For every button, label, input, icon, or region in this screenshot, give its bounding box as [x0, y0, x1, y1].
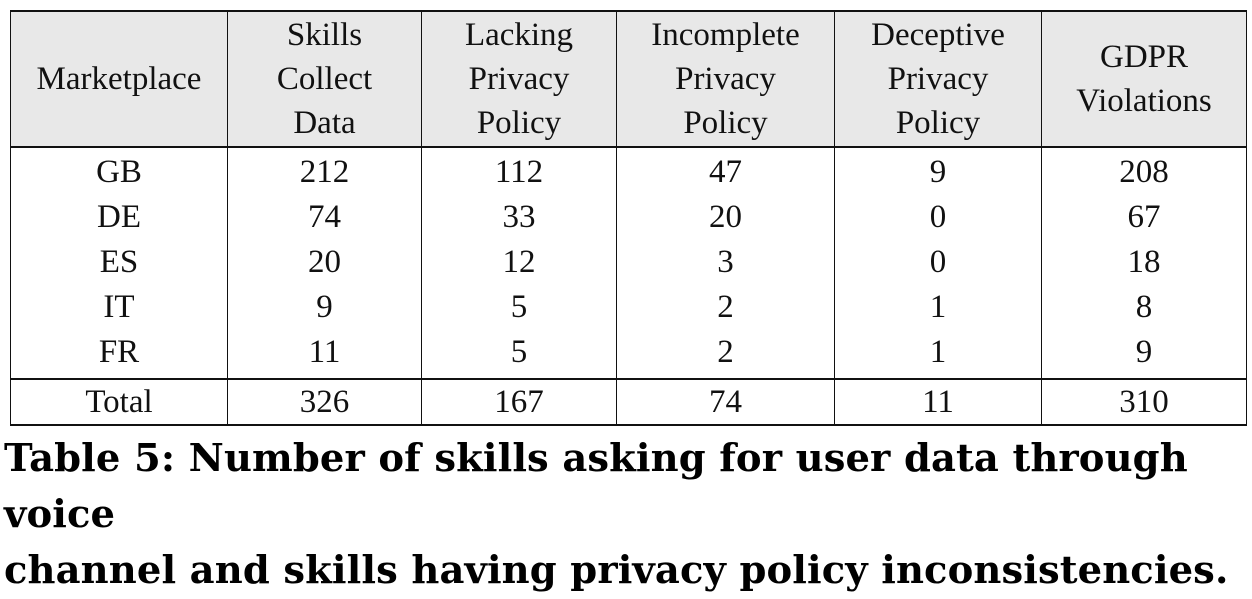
- table-cell: 1: [834, 330, 1042, 379]
- table-row: IT 9 5 2 1 8: [10, 285, 1247, 330]
- table-cell: 9: [1041, 330, 1247, 379]
- table-row: GB 212 112 47 9 208: [10, 147, 1247, 195]
- column-header-skills-collect-data: Skills Collect Data: [227, 10, 422, 148]
- column-header-deceptive-privacy-policy: Deceptive Privacy Policy: [834, 10, 1042, 148]
- header-line: Incomplete: [651, 17, 800, 53]
- table-row: ES 20 12 3 0 18: [10, 240, 1247, 285]
- header-line: Policy: [683, 105, 768, 141]
- table-cell: 5: [421, 330, 617, 379]
- table-caption: Table 5: Number of skills asking for use…: [4, 431, 1250, 599]
- header-line: Policy: [895, 105, 981, 141]
- table-cell: 12: [421, 240, 617, 285]
- table-cell: 67: [1041, 195, 1247, 240]
- table-cell: 20: [227, 240, 422, 285]
- table-cell: 47: [616, 147, 835, 195]
- table-cell: 2: [616, 330, 835, 379]
- table-total-row: Total 326 167 74 11 310: [10, 378, 1247, 426]
- table-cell: 212: [227, 147, 422, 195]
- table-cell-marketplace: ES: [10, 240, 228, 285]
- caption-line: channel and skills having privacy policy…: [4, 548, 1229, 593]
- table-cell: 0: [834, 195, 1042, 240]
- header-line: Data: [293, 105, 356, 141]
- table-row: DE 74 33 20 0 67: [10, 195, 1247, 240]
- column-header-gdpr-violations: GDPR Violations: [1041, 10, 1247, 148]
- table-cell: 1: [834, 285, 1042, 330]
- header-line: Privacy: [887, 61, 989, 97]
- total-cell: 310: [1041, 378, 1247, 426]
- total-cell: 167: [421, 378, 617, 426]
- column-header-marketplace: Marketplace: [10, 10, 228, 148]
- header-line: Policy: [476, 105, 562, 141]
- column-header-incomplete-privacy-policy: Incomplete Privacy Policy: [616, 10, 835, 148]
- total-cell: 326: [227, 378, 422, 426]
- table-cell-marketplace: FR: [10, 330, 228, 379]
- header-line: Privacy: [468, 61, 570, 97]
- header-line: Marketplace: [36, 61, 202, 97]
- total-cell: 74: [616, 378, 835, 426]
- data-table: Marketplace Skills Collect Data Lacking …: [10, 10, 1247, 426]
- table-cell: 33: [421, 195, 617, 240]
- table-cell: 9: [834, 147, 1042, 195]
- table-cell: 8: [1041, 285, 1247, 330]
- table-cell: 9: [227, 285, 422, 330]
- table-cell: 5: [421, 285, 617, 330]
- column-header-lacking-privacy-policy: Lacking Privacy Policy: [421, 10, 617, 148]
- header-line: Skills: [286, 17, 363, 53]
- table-cell: 0: [834, 240, 1042, 285]
- table-cell-marketplace: DE: [10, 195, 228, 240]
- total-cell: 11: [834, 378, 1042, 426]
- table-cell: 112: [421, 147, 617, 195]
- header-line: GDPR: [1099, 39, 1189, 75]
- header-line: Collect: [276, 61, 373, 97]
- table-container: Marketplace Skills Collect Data Lacking …: [10, 10, 1247, 426]
- table-row: FR 11 5 2 1 9: [10, 330, 1247, 379]
- table-cell: 18: [1041, 240, 1247, 285]
- table-cell: 74: [227, 195, 422, 240]
- table-cell: 3: [616, 240, 835, 285]
- header-line: Lacking: [464, 17, 574, 53]
- table-cell: 208: [1041, 147, 1247, 195]
- table-cell-marketplace: IT: [10, 285, 228, 330]
- table-header-row: Marketplace Skills Collect Data Lacking …: [10, 10, 1247, 148]
- header-line: Deceptive: [871, 17, 1005, 53]
- table-cell: 2: [616, 285, 835, 330]
- total-label: Total: [10, 378, 228, 426]
- table-cell-marketplace: GB: [10, 147, 228, 195]
- header-line: Violations: [1076, 83, 1212, 119]
- header-line: Privacy: [675, 61, 776, 97]
- table-cell: 11: [227, 330, 422, 379]
- caption-line: Table 5: Number of skills asking for use…: [4, 436, 1188, 537]
- table-cell: 20: [616, 195, 835, 240]
